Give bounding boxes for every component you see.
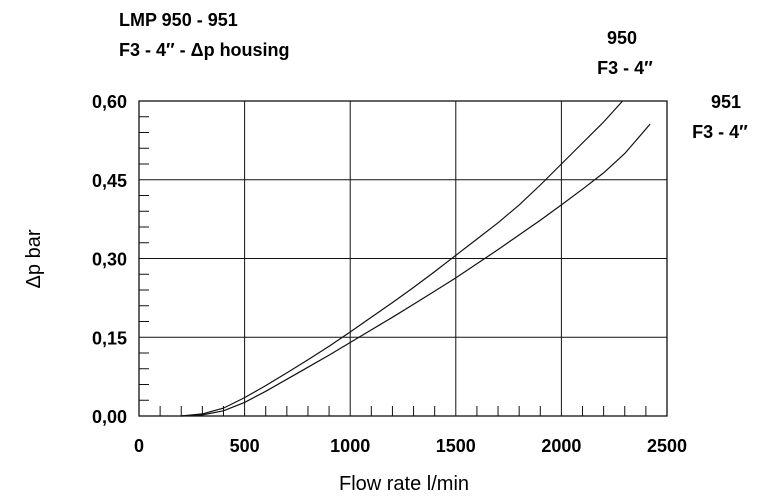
y-tick-label: 0,45 <box>92 171 127 191</box>
chart-title: LMP 950 - 951 <box>119 10 238 30</box>
y-tick-label: 0,15 <box>92 328 127 348</box>
y-axis-title: Δp bar <box>23 229 45 288</box>
x-tick-label: 1000 <box>330 436 370 456</box>
grid <box>139 101 667 416</box>
y-tick-label: 0,60 <box>92 92 127 112</box>
series-951-name: 951 <box>711 92 741 112</box>
series-950-name-line2: F3 - 4″ <box>597 58 653 78</box>
x-tick-label: 2500 <box>647 436 687 456</box>
y-tick-label: 0,00 <box>92 407 127 427</box>
series-line-951 <box>181 123 651 417</box>
x-tick-label: 2000 <box>541 436 581 456</box>
minor-ticks <box>139 116 647 416</box>
y-tick-labels: 0,00 0,15 0,30 0,45 0,60 <box>92 92 127 427</box>
series-line-950 <box>181 100 624 417</box>
y-tick-label: 0,30 <box>92 250 127 270</box>
x-tick-label: 0 <box>134 436 144 456</box>
plot-frame <box>138 100 668 417</box>
series-lines <box>181 100 651 417</box>
series-950-name: 950 <box>607 28 637 48</box>
x-tick-label: 1500 <box>436 436 476 456</box>
x-axis-title: Flow rate l/min <box>339 473 469 495</box>
chart-subtitle: F3 - 4″ - Δp housing <box>119 40 290 60</box>
x-tick-label: 500 <box>230 436 260 456</box>
series-951-name-line2: F3 - 4″ <box>692 122 748 142</box>
x-tick-labels: 0 500 1000 1500 2000 2500 <box>134 436 687 456</box>
